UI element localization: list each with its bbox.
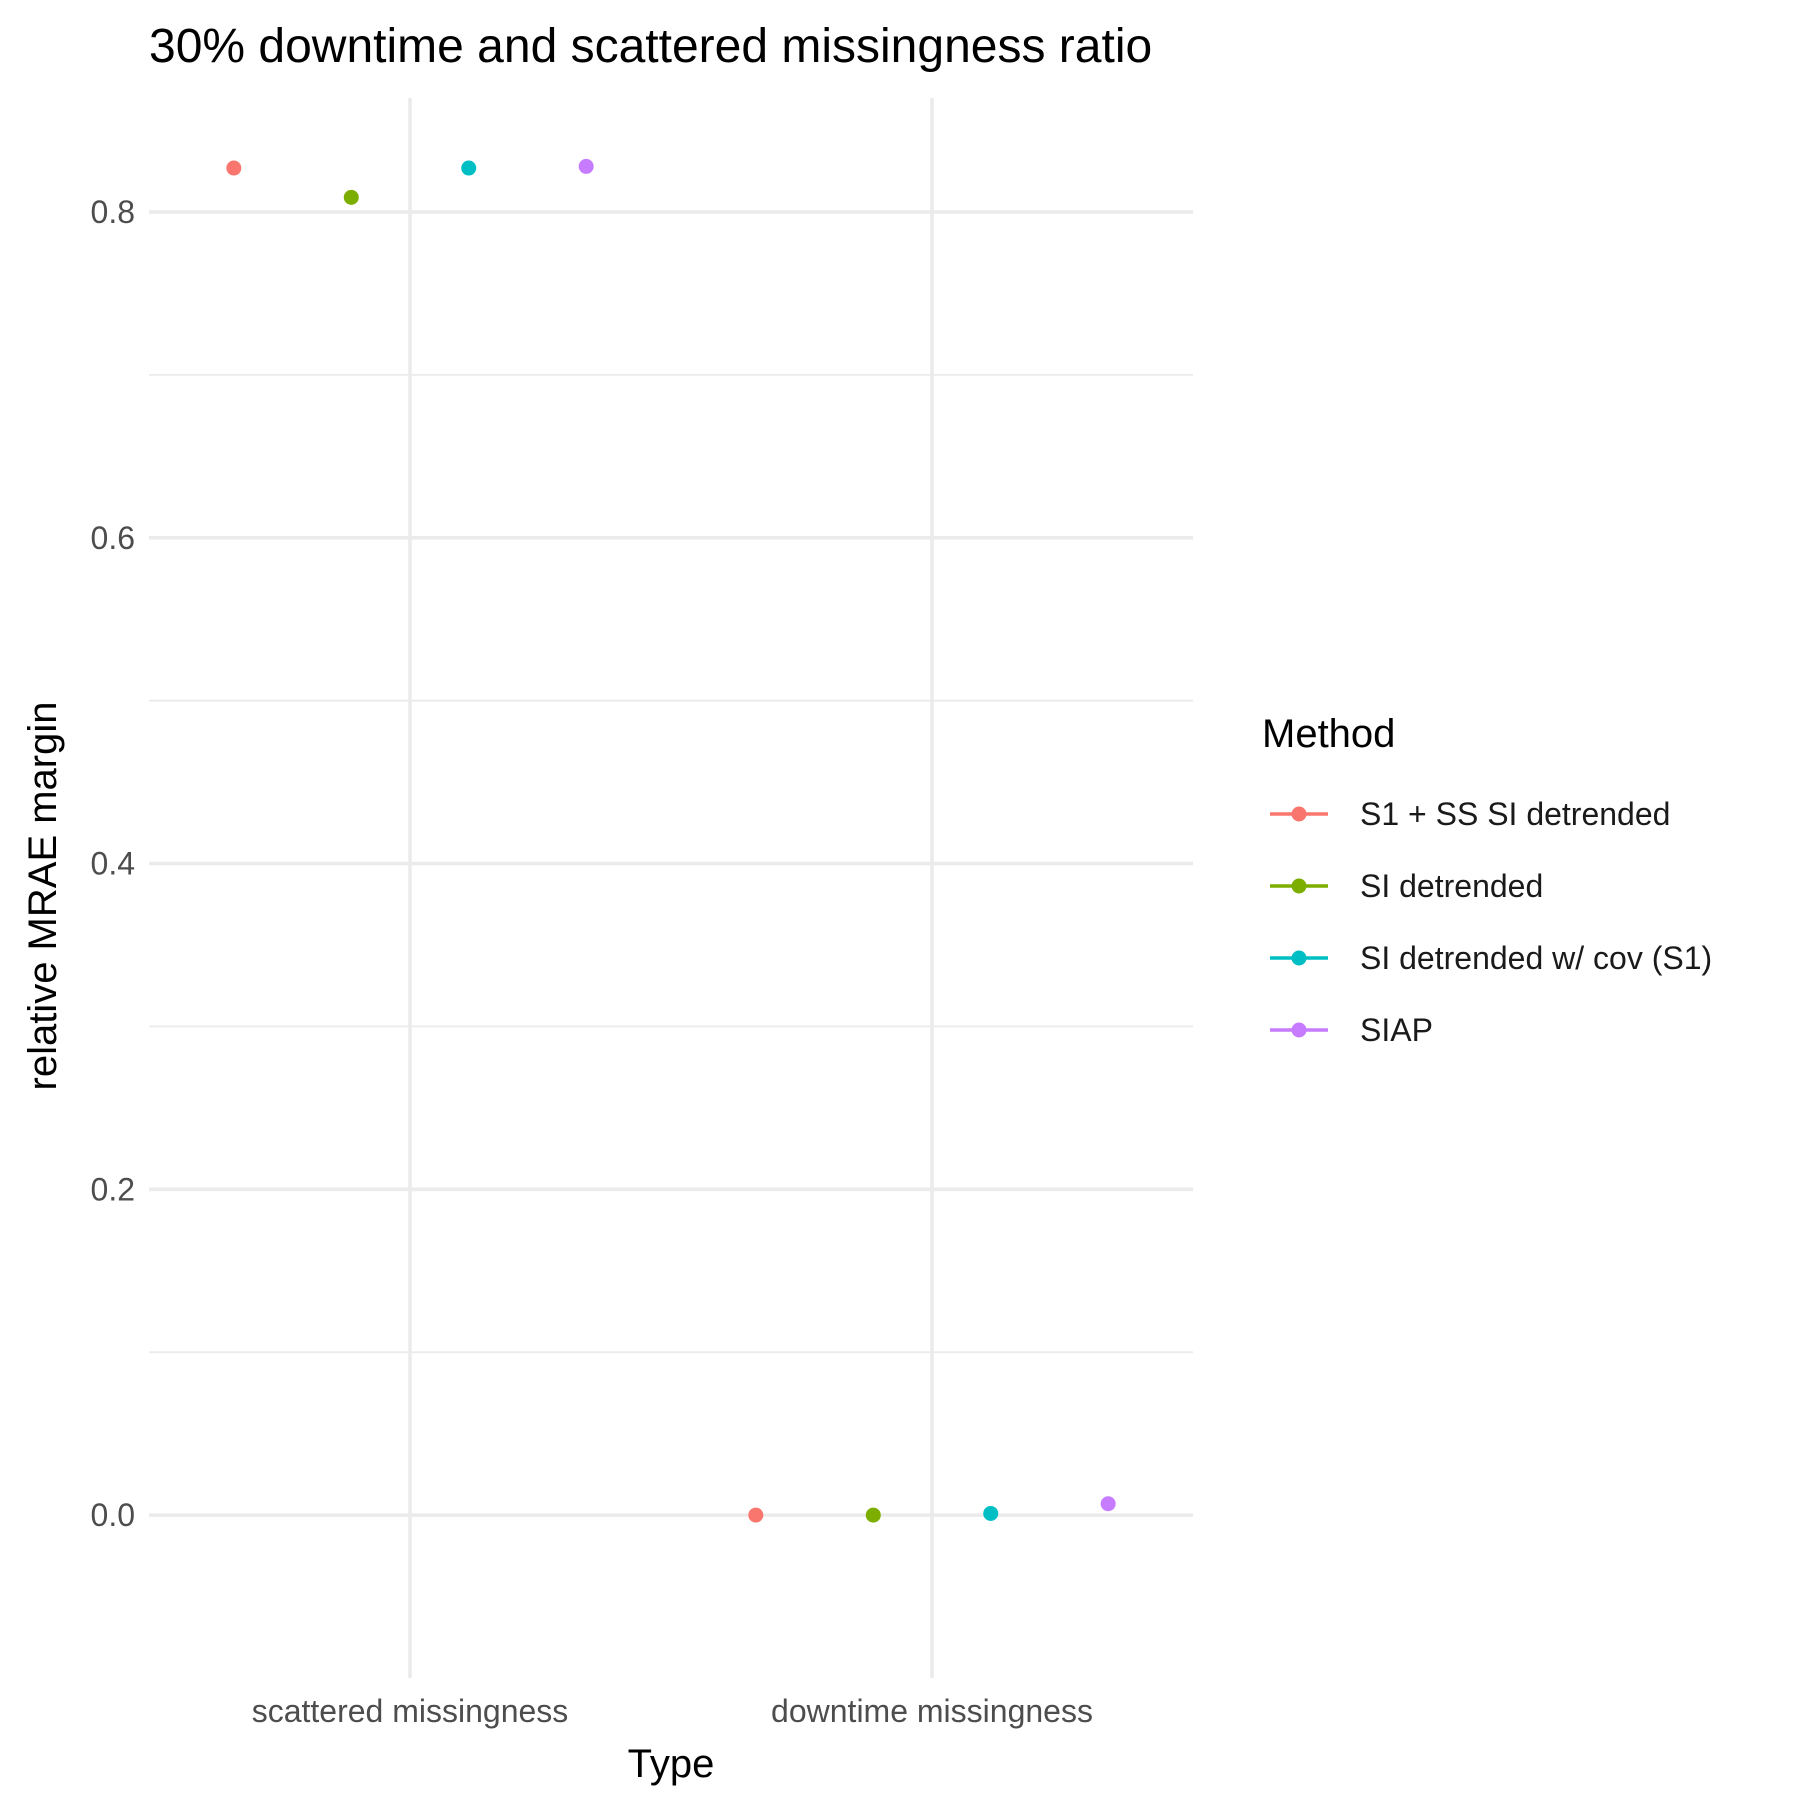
y-axis-ticks: 0.0 0.2 0.4 0.6 0.8: [91, 194, 135, 1533]
data-point: [865, 1507, 881, 1523]
x-axis-ticks: scattered missingness downtime missingnes…: [252, 1693, 1093, 1729]
y-tick-label: 0.8: [91, 194, 135, 230]
legend-key-point: [1291, 950, 1307, 966]
data-point: [1100, 1496, 1116, 1512]
legend-item: SI detrended w/ cov (S1): [1270, 940, 1712, 976]
grid: [149, 98, 1193, 1678]
data-point: [343, 189, 359, 205]
y-tick-label: 0.6: [91, 520, 135, 556]
data-point: [461, 160, 477, 176]
legend-item: SIAP: [1270, 1012, 1433, 1048]
legend-label: SIAP: [1360, 1012, 1433, 1048]
legend-title: Method: [1262, 712, 1395, 756]
legend-key-point: [1291, 878, 1307, 894]
y-axis-title: relative MRAE margin: [21, 701, 65, 1090]
data-point: [578, 158, 594, 174]
y-tick-label: 0.2: [91, 1171, 135, 1207]
legend-label: S1 + SS SI detrended: [1360, 796, 1670, 832]
legend-item: S1 + SS SI detrended: [1270, 796, 1670, 832]
y-tick-label: 0.4: [91, 846, 135, 882]
chart-title: 30% downtime and scattered missingness r…: [149, 20, 1152, 73]
legend-label: SI detrended: [1360, 868, 1543, 904]
legend-key-point: [1291, 1022, 1307, 1038]
data-points: [226, 158, 1116, 1523]
legend-key-point: [1291, 806, 1307, 822]
y-tick-label: 0.0: [91, 1497, 135, 1533]
legend-label: SI detrended w/ cov (S1): [1360, 940, 1712, 976]
legend-items: S1 + SS SI detrended SI detrended SI detre…: [1270, 796, 1712, 1048]
x-tick-label: scattered missingness: [252, 1693, 569, 1729]
x-tick-label: downtime missingness: [771, 1693, 1093, 1729]
x-axis-title: Type: [628, 1742, 715, 1786]
data-point: [748, 1507, 764, 1523]
legend-item: SI detrended: [1270, 868, 1543, 904]
data-point: [983, 1505, 999, 1521]
data-point: [226, 160, 242, 176]
